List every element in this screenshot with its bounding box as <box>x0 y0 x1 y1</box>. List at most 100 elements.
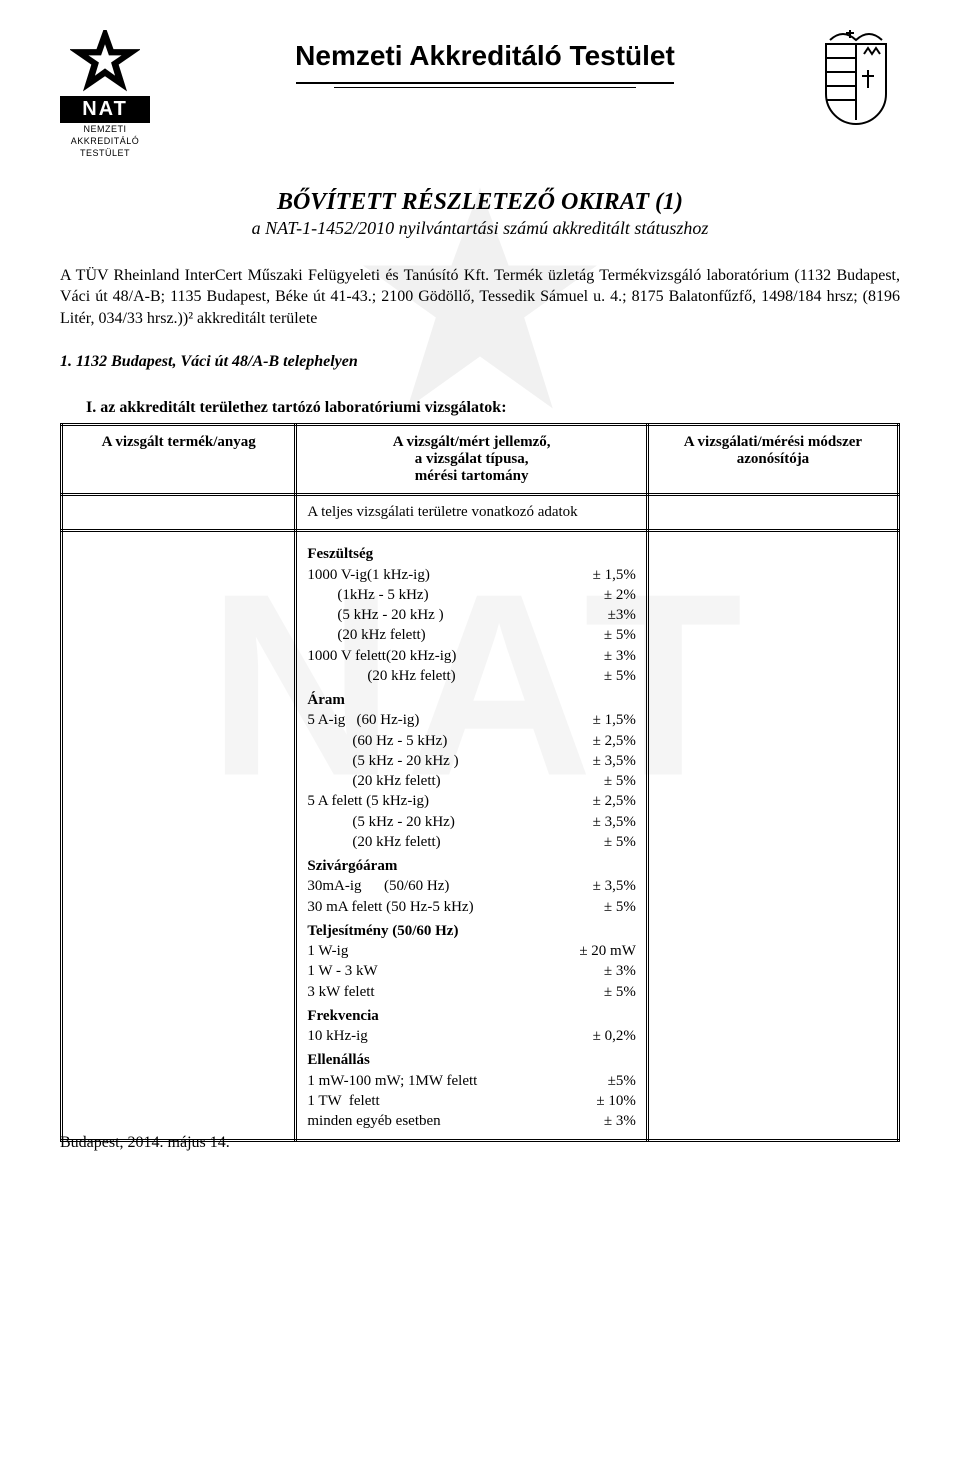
data-line-value: ± 3% <box>596 1111 636 1131</box>
data-line: 1 W-ig± 20 mW <box>307 941 636 961</box>
data-line-label: (20 kHz felett) <box>307 625 596 645</box>
data-line-label: (5 kHz - 20 kHz ) <box>307 751 584 771</box>
data-line: 5 A felett (5 kHz-ig)± 2,5% <box>307 791 636 811</box>
data-line-label: 1 W-ig <box>307 941 571 961</box>
data-line-value: ± 3% <box>596 646 636 666</box>
nat-logo-sub2: AKKREDITÁLÓ <box>60 137 150 147</box>
data-line-value: ± 0,2% <box>585 1026 636 1046</box>
data-line: (5 kHz - 20 kHz )±3% <box>307 605 636 625</box>
cell-product <box>62 531 296 1141</box>
data-line-value: ± 20 mW <box>571 941 636 961</box>
data-line: 1000 V felett(20 kHz-ig)± 3% <box>307 646 636 666</box>
data-line-value: ± 3,5% <box>585 751 636 771</box>
cell-method <box>647 531 898 1141</box>
data-line-label: 1000 V-ig(1 kHz-ig) <box>307 565 584 585</box>
data-line: (5 kHz - 20 kHz)± 3,5% <box>307 812 636 832</box>
data-group-title: Ellenállás <box>307 1050 636 1070</box>
site-line: 1. 1132 Budapest, Váci út 48/A-B telephe… <box>60 353 900 371</box>
data-group-title: Áram <box>307 690 636 710</box>
section-i-heading: I. az akkreditált területhez tartózó lab… <box>86 399 900 417</box>
data-line: (1kHz - 5 kHz)± 2% <box>307 585 636 605</box>
data-line-value: ± 2% <box>596 585 636 605</box>
data-line-value: ± 1,5% <box>585 565 636 585</box>
data-line-value: ± 5% <box>596 625 636 645</box>
data-line-label: 10 kHz-ig <box>307 1026 584 1046</box>
data-line-label: (20 kHz felett) <box>307 832 596 852</box>
th-method: A vizsgálati/mérési módszer azonósítója <box>647 425 898 495</box>
data-line-value: ± 3,5% <box>585 812 636 832</box>
data-line-label: 3 kW felett <box>307 982 596 1002</box>
data-line-label: 30mA-ig (50/60 Hz) <box>307 876 584 896</box>
data-line: (20 kHz felett)± 5% <box>307 625 636 645</box>
data-line-label: (60 Hz - 5 kHz) <box>307 731 584 751</box>
data-line: (5 kHz - 20 kHz )± 3,5% <box>307 751 636 771</box>
data-line: (60 Hz - 5 kHz)± 2,5% <box>307 731 636 751</box>
nat-logo-text: NAT <box>60 96 150 123</box>
cell-method <box>647 495 898 531</box>
data-line-value: ±3% <box>600 605 636 625</box>
title-underline <box>296 82 674 88</box>
cell-scope: A teljes vizsgálati területre vonatkozó … <box>296 495 648 531</box>
data-line-value: ± 2,5% <box>585 791 636 811</box>
data-line-label: 5 A-ig (60 Hz-ig) <box>307 710 584 730</box>
table-row: Feszültség1000 V-ig(1 kHz-ig)± 1,5% (1kH… <box>62 531 899 1141</box>
data-line-label: (5 kHz - 20 kHz ) <box>307 605 599 625</box>
data-line: 30 mA felett (50 Hz-5 kHz)± 5% <box>307 897 636 917</box>
doc-subtitle: a NAT-1-1452/2010 nyilvántartási számú a… <box>60 218 900 239</box>
data-line-value: ± 5% <box>596 832 636 852</box>
data-line-value: ± 5% <box>596 666 636 686</box>
data-line: (20 kHz felett)± 5% <box>307 832 636 852</box>
org-title-block: Nemzeti Akkreditáló Testület <box>170 30 800 88</box>
data-line-value: ± 3% <box>596 961 636 981</box>
data-line: (20 kHz felett)± 5% <box>307 771 636 791</box>
data-line-value: ± 5% <box>596 771 636 791</box>
data-line-label: (1kHz - 5 kHz) <box>307 585 596 605</box>
data-line: 30mA-ig (50/60 Hz)± 3,5% <box>307 876 636 896</box>
data-line: 1 W - 3 kW± 3% <box>307 961 636 981</box>
data-group-title: Szivárgóáram <box>307 856 636 876</box>
nat-logo-sub3: TESTÜLET <box>60 149 150 159</box>
doc-title: BŐVÍTETT RÉSZLETEZŐ OKIRAT (1) <box>60 189 900 216</box>
data-line-label: 30 mA felett (50 Hz-5 kHz) <box>307 897 596 917</box>
data-line-value: ± 5% <box>596 897 636 917</box>
cell-product <box>62 495 296 531</box>
org-name: Nemzeti Akkreditáló Testület <box>170 40 800 72</box>
data-group-title: Feszültség <box>307 544 636 564</box>
data-line-label: 1000 V felett(20 kHz-ig) <box>307 646 596 666</box>
data-group-title: Frekvencia <box>307 1006 636 1026</box>
data-line-value: ± 2,5% <box>585 731 636 751</box>
data-line-label: 1 TW felett <box>307 1091 588 1111</box>
table-header-row: A vizsgált termék/anyag A vizsgált/mért … <box>62 425 899 495</box>
body-paragraph: A TÜV Rheinland InterCert Műszaki Felügy… <box>60 265 900 330</box>
data-line-label: (20 kHz felett) <box>307 771 596 791</box>
data-line-value: ± 5% <box>596 982 636 1002</box>
cell-data: Feszültség1000 V-ig(1 kHz-ig)± 1,5% (1kH… <box>296 531 648 1141</box>
data-line: 1 TW felett± 10% <box>307 1091 636 1111</box>
data-line-value: ± 10% <box>588 1091 635 1111</box>
nat-logo: NAT NEMZETI AKKREDITÁLÓ TESTÜLET <box>60 30 150 159</box>
data-line-label: minden egyéb esetben <box>307 1111 596 1131</box>
data-line-label: (20 kHz felett) <box>307 666 596 686</box>
data-line: 5 A-ig (60 Hz-ig)± 1,5% <box>307 710 636 730</box>
data-line-label: 5 A felett (5 kHz-ig) <box>307 791 584 811</box>
header: NAT NEMZETI AKKREDITÁLÓ TESTÜLET Nemzeti… <box>60 30 900 159</box>
doc-title-area: BŐVÍTETT RÉSZLETEZŐ OKIRAT (1) a NAT-1-1… <box>60 189 900 239</box>
th-product: A vizsgált termék/anyag <box>62 425 296 495</box>
data-line: (20 kHz felett)± 5% <box>307 666 636 686</box>
results-table: A vizsgált termék/anyag A vizsgált/mért … <box>60 423 900 1142</box>
data-line-value: ±5% <box>600 1071 636 1091</box>
star-icon <box>70 30 140 92</box>
th-property: A vizsgált/mért jellemző, a vizsgálat tí… <box>296 425 648 495</box>
data-line: 1000 V-ig(1 kHz-ig)± 1,5% <box>307 565 636 585</box>
data-line-label: 1 mW-100 mW; 1MW felett <box>307 1071 599 1091</box>
data-line: minden egyéb esetben± 3% <box>307 1111 636 1131</box>
data-line-label: (5 kHz - 20 kHz) <box>307 812 584 832</box>
data-line-value: ± 3,5% <box>585 876 636 896</box>
data-line: 1 mW-100 mW; 1MW felett±5% <box>307 1071 636 1091</box>
data-line-label: 1 W - 3 kW <box>307 961 596 981</box>
table-row: A teljes vizsgálati területre vonatkozó … <box>62 495 899 531</box>
data-group-title: Teljesítmény (50/60 Hz) <box>307 921 636 941</box>
data-line-value: ± 1,5% <box>585 710 636 730</box>
data-line: 10 kHz-ig± 0,2% <box>307 1026 636 1046</box>
nat-logo-sub1: NEMZETI <box>60 125 150 135</box>
